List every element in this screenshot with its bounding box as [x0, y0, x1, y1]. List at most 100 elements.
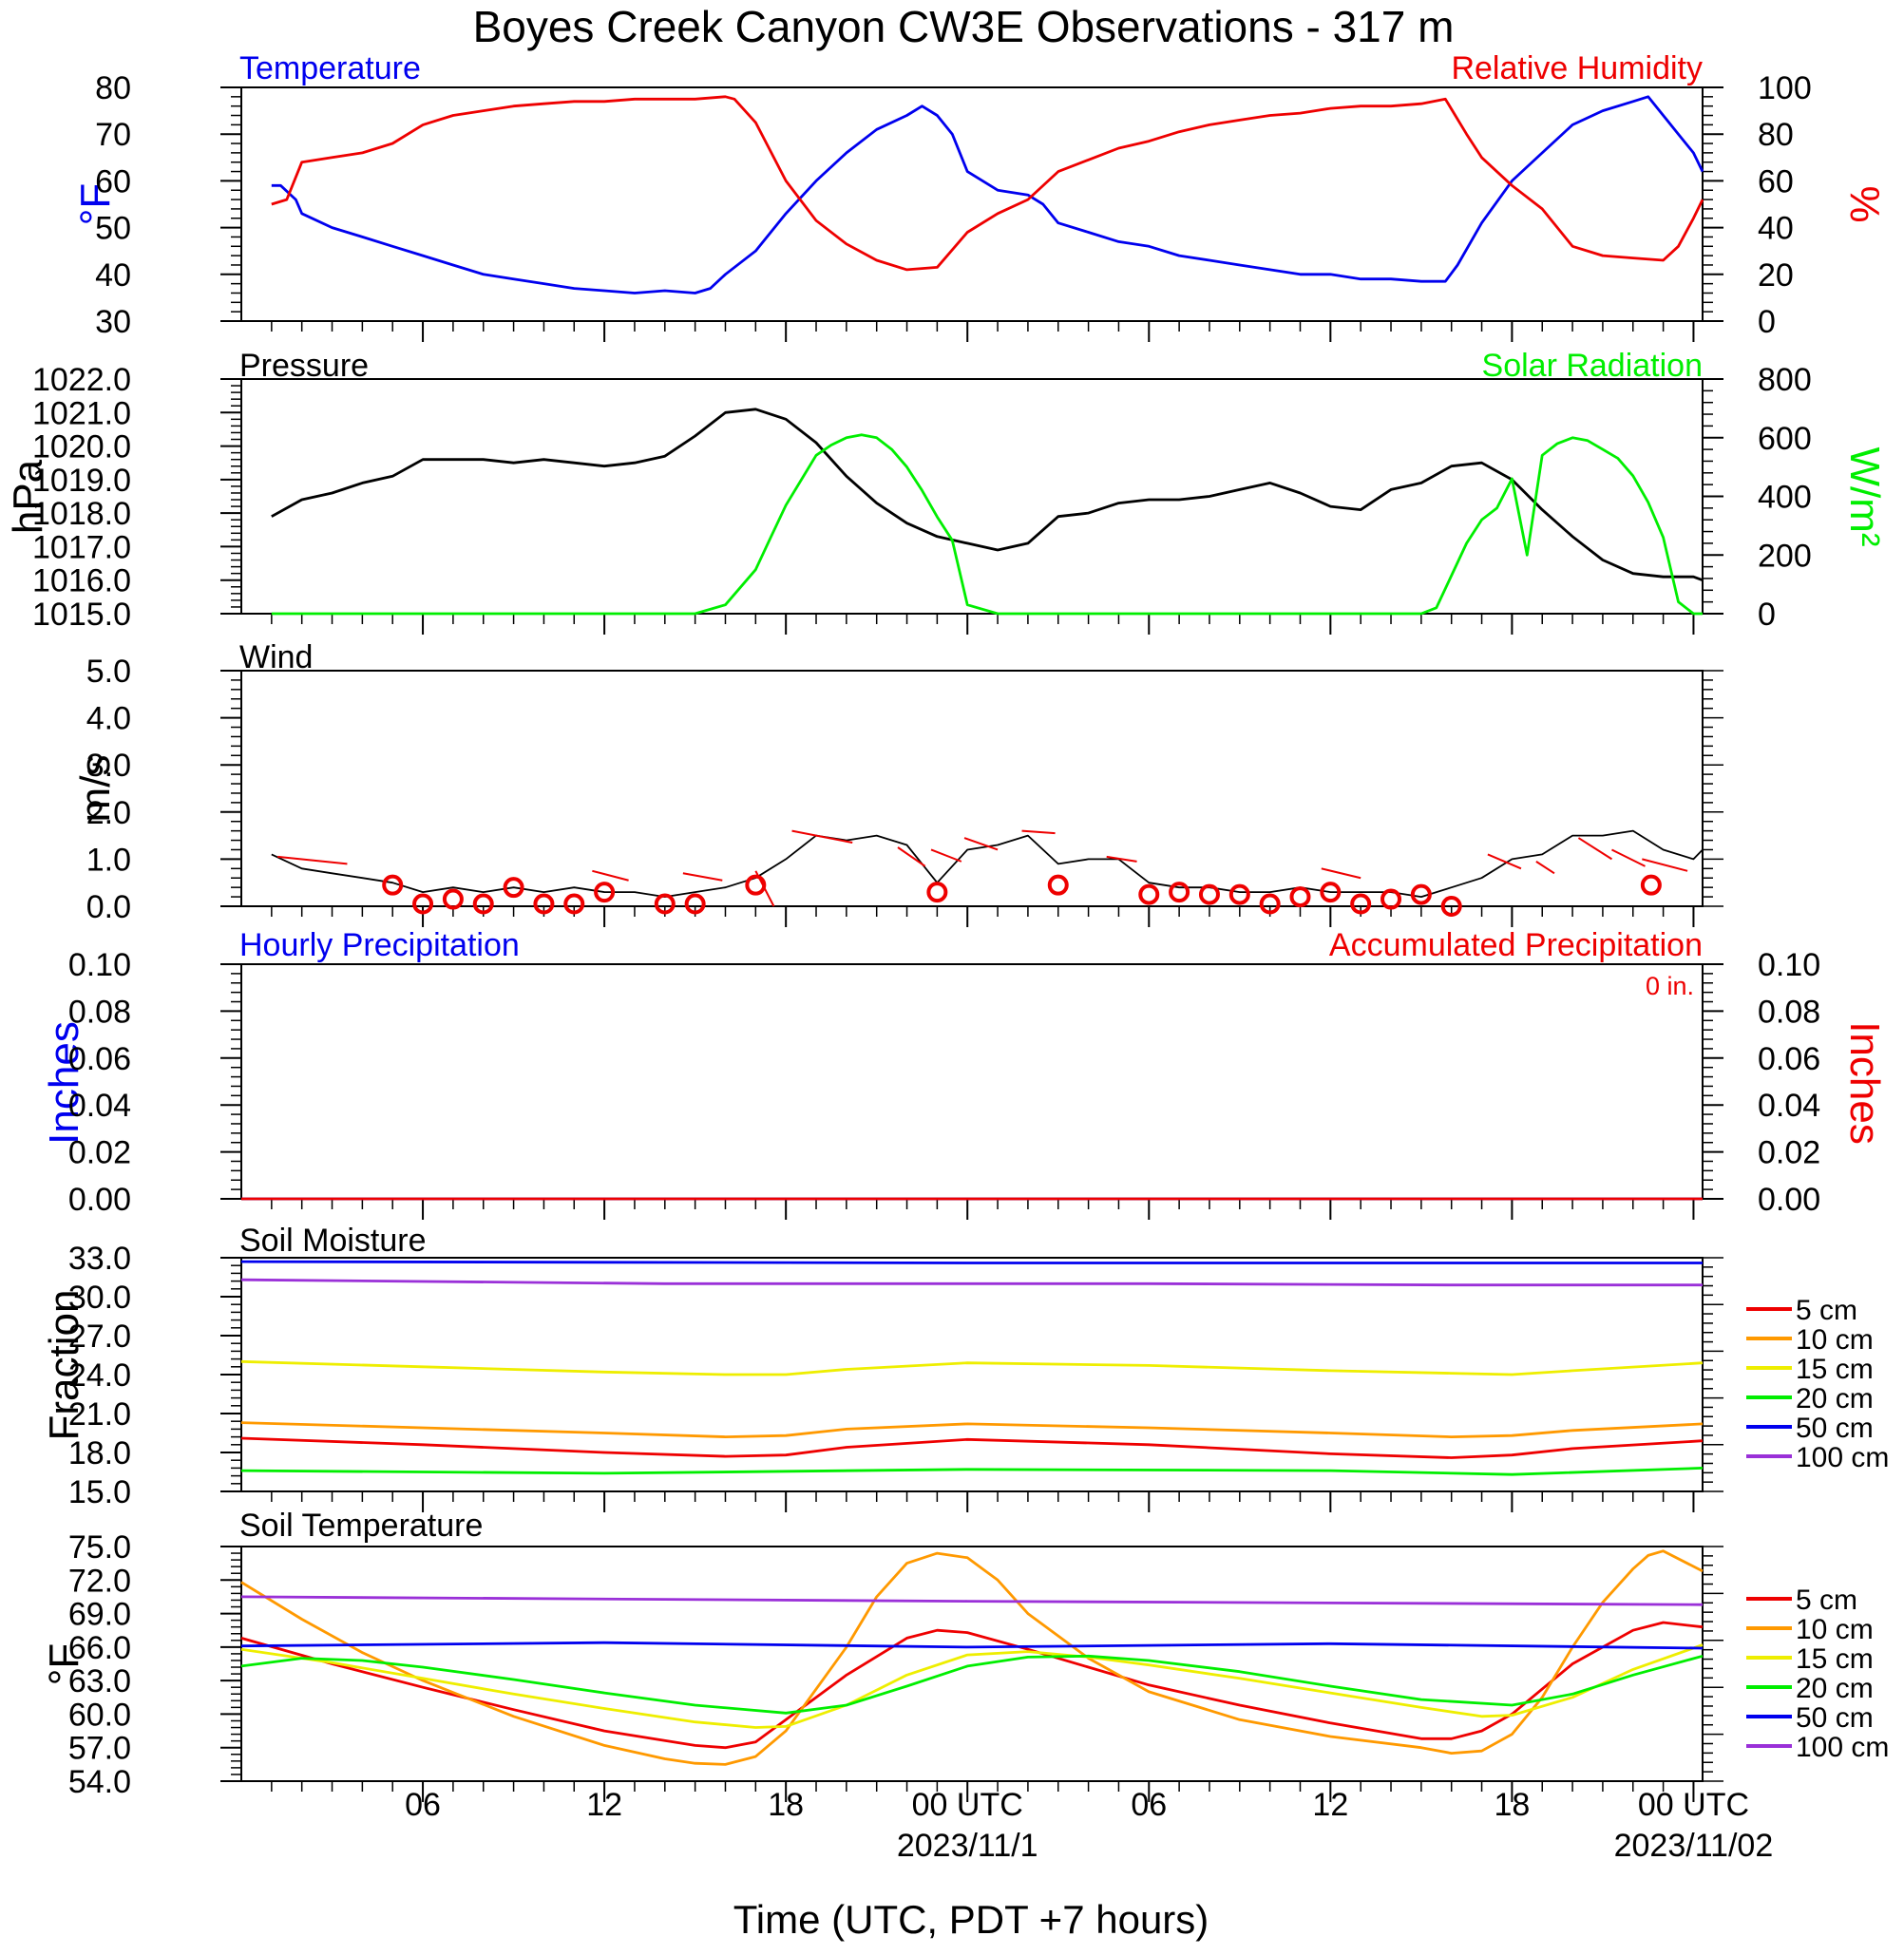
wind-ytick-label-left: 3.0 [86, 748, 131, 784]
temperature-ylabel: °F [72, 183, 119, 225]
wind-barb-shaft [277, 855, 348, 865]
temp-ytick-label-right: 60 [1758, 163, 1794, 199]
precip-ytick-label-left: 0.10 [68, 947, 131, 983]
wind-calm-marker [382, 874, 404, 896]
soilm-legend-label: 5 cm [1796, 1295, 1857, 1326]
precip-ytick-label-right: 0.04 [1758, 1088, 1820, 1124]
solar-ylabel: W/m² [1841, 446, 1888, 546]
wind-calm-marker [1380, 888, 1402, 910]
chart-title: Boyes Creek Canyon CW3E Observations - 3… [473, 2, 1455, 51]
wind-ytick-label-left: 1.0 [86, 842, 131, 878]
precip-frame [240, 963, 1704, 1200]
wind-series-wind-speed [271, 829, 1704, 898]
wind-calm-marker [745, 874, 767, 896]
temp-ytick-label-right: 100 [1758, 70, 1812, 106]
soilm-ytick-label-left: 24.0 [68, 1357, 131, 1394]
x-tick-label: 00 UTC [1638, 1787, 1749, 1823]
wind-barb-shaft [1321, 867, 1361, 880]
precip-ytick-label-left: 0.08 [68, 994, 131, 1030]
soilm-ytick-label-left: 30.0 [68, 1280, 131, 1316]
x-tick-label: 00 UTC [912, 1787, 1023, 1823]
soilt-ytick-label-left: 72.0 [68, 1563, 131, 1599]
soilm-series-5-cm [240, 1436, 1704, 1459]
pressure-frame [240, 378, 1704, 615]
wind-calm-marker [1289, 886, 1311, 908]
soilm-series-20-cm [240, 1467, 1704, 1476]
wind-barb-shaft [1487, 853, 1522, 870]
temp-ytick-label-left: 70 [95, 117, 131, 153]
hourly-precip-ylabel: Inches [41, 1021, 87, 1145]
wind-calm-marker [1410, 883, 1432, 905]
temp-ytick-label-left: 80 [95, 70, 131, 106]
wind-frame [240, 670, 1704, 907]
soilm-legend-label: 50 cm [1796, 1413, 1874, 1444]
x-tick-label: 18 [768, 1787, 804, 1823]
temp-frame [240, 86, 1704, 322]
soilt-series-50-cm [240, 1641, 1704, 1650]
soil-temperature-ylabel: °F [41, 1643, 87, 1685]
temp-ytick-label-left: 50 [95, 211, 131, 247]
soilt-series-5-cm [240, 1621, 1704, 1750]
soilt-ytick-label-left: 63.0 [68, 1663, 131, 1699]
wind-ytick-label-left: 2.0 [86, 795, 131, 831]
pressure-title: Pressure [239, 348, 369, 384]
soilm-ytick-label-left: 15.0 [68, 1474, 131, 1510]
wind-barb-shaft [791, 829, 853, 845]
soilt-ytick-label-left: 60.0 [68, 1697, 131, 1733]
wind-barb-shaft [1642, 858, 1688, 872]
x-tick-label: 12 [586, 1787, 622, 1823]
hourly-precip-title: Hourly Precipitation [239, 927, 520, 963]
wind-barb-shaft [1577, 837, 1613, 861]
pressure-series-solar-radiation [271, 433, 1703, 616]
pressure-ytick-label-right: 0 [1758, 597, 1776, 633]
wind-calm-marker [594, 882, 616, 903]
precip-ytick-label-right: 0.06 [1758, 1041, 1820, 1077]
soil-moisture-ylabel: Fraction [41, 1290, 87, 1441]
pressure-ytick-label-left: 1016.0 [32, 563, 131, 599]
wind-ytick-label-left: 5.0 [86, 654, 131, 690]
soilm-series-15-cm [240, 1359, 1704, 1376]
pressure-ylabel: hPa [5, 459, 51, 534]
wind-barb-shaft [897, 846, 926, 867]
x-tick-date: 2023/11/02 [1614, 1828, 1774, 1864]
soilt-legend-label: 10 cm [1796, 1614, 1874, 1645]
soilt-legend-label: 20 cm [1796, 1673, 1874, 1704]
accum-precip-title: Accumulated Precipitation [1329, 927, 1703, 963]
soilt-legend-label: 5 cm [1796, 1585, 1857, 1616]
x-tick-label: 06 [405, 1787, 441, 1823]
x-tick-date: 2023/11/1 [897, 1828, 1038, 1864]
soilt-ytick-label-left: 54.0 [68, 1764, 131, 1800]
soil-temperature-title: Soil Temperature [239, 1508, 483, 1544]
wind-barb-shaft [1611, 848, 1646, 867]
soilt-ytick-label-left: 66.0 [68, 1630, 131, 1666]
temp-ytick-label-left: 30 [95, 304, 131, 340]
pressure-ytick-label-left: 1018.0 [32, 496, 131, 532]
soilm-ytick-label-left: 33.0 [68, 1241, 131, 1277]
wind-calm-marker [412, 893, 434, 915]
temperature-title: Temperature [239, 50, 421, 86]
wind-calm-marker [926, 882, 948, 903]
wind-calm-marker [654, 893, 676, 915]
pressure-ytick-label-right: 800 [1758, 362, 1812, 398]
humidity-title: Relative Humidity [1451, 50, 1703, 86]
precip-ytick-label-right: 0.10 [1758, 947, 1820, 983]
precip-ytick-label-left: 0.04 [68, 1088, 131, 1124]
wind-barb-shaft [1535, 861, 1555, 875]
wind-calm-marker [1640, 874, 1662, 896]
soilt-frame [240, 1546, 1704, 1782]
wind-calm-marker [1440, 896, 1462, 917]
precip-ytick-label-right: 0.02 [1758, 1135, 1820, 1171]
soilt-ytick-label-left: 69.0 [68, 1597, 131, 1633]
pressure-ytick-label-left: 1019.0 [32, 463, 131, 499]
pressure-ytick-label-left: 1022.0 [32, 362, 131, 398]
soilm-ytick-label-left: 18.0 [68, 1435, 131, 1471]
wind-calm-marker [472, 893, 494, 915]
pressure-series-pressure [271, 408, 1704, 582]
wind-calm-marker [1138, 883, 1160, 905]
x-tick-label: 06 [1131, 1787, 1167, 1823]
soilm-legend-label: 100 cm [1796, 1442, 1889, 1473]
temp-ytick-label-left: 40 [95, 257, 131, 294]
soilt-series-15-cm [240, 1643, 1704, 1729]
pressure-ytick-label-left: 1020.0 [32, 429, 131, 465]
x-tick-label: 18 [1494, 1787, 1530, 1823]
